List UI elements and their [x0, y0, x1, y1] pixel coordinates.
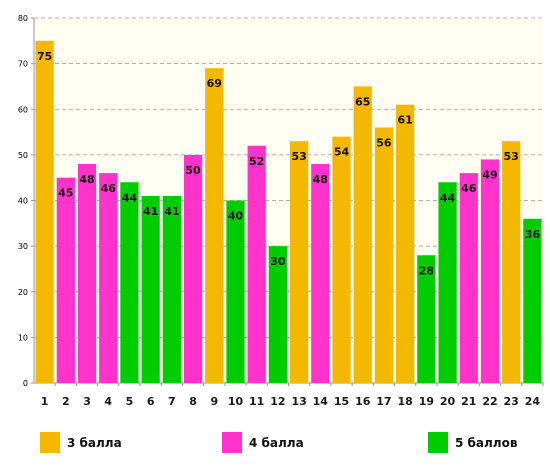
data-label: 40 — [228, 210, 244, 223]
y-tick-label: 0 — [23, 379, 28, 388]
bar — [247, 145, 266, 383]
data-label: 36 — [525, 228, 541, 241]
data-label: 46 — [461, 182, 477, 195]
bar — [353, 86, 372, 383]
x-tick-label: 24 — [525, 395, 541, 408]
x-tick-label: 3 — [83, 395, 91, 408]
x-tick-label: 10 — [228, 395, 244, 408]
bars — [35, 40, 542, 383]
x-tick-label: 1 — [41, 395, 49, 408]
x-tick-label: 11 — [249, 395, 264, 408]
x-tick-label: 4 — [104, 395, 112, 408]
data-label: 49 — [482, 168, 497, 181]
y-tick-label: 70 — [18, 60, 28, 69]
bar — [56, 177, 75, 383]
legend-swatch — [222, 432, 242, 453]
data-labels: 75 45 48 46 44 41 41 50 69 40 52 30 53 48 54 65 56 61 28 44… — [37, 50, 540, 277]
y-tick-label: 30 — [18, 242, 28, 251]
bar — [417, 255, 436, 383]
bar — [289, 141, 309, 383]
bar — [35, 40, 54, 383]
bar — [311, 164, 330, 383]
x-tick-label: 23 — [504, 395, 519, 408]
bar — [183, 154, 203, 383]
x-tick-label: 14 — [313, 395, 329, 408]
x-tick-label: 20 — [440, 395, 456, 408]
data-label: 52 — [249, 155, 264, 168]
y-tick-labels: 0 10 20 30 40 50 60 70 80 — [18, 14, 34, 388]
bar — [77, 164, 97, 383]
data-label: 53 — [291, 150, 306, 163]
legend-label: 5 баллов — [455, 436, 518, 450]
legend-label: 3 балла — [67, 436, 122, 450]
x-tick-label: 2 — [62, 395, 70, 408]
x-tick-label: 5 — [126, 395, 134, 408]
x-tick-label: 15 — [334, 395, 349, 408]
x-tick-label: 6 — [147, 395, 155, 408]
x-tick-label: 21 — [461, 395, 476, 408]
x-tick-label: 19 — [419, 395, 434, 408]
bar — [438, 182, 457, 383]
data-label: 53 — [504, 150, 519, 163]
legend-swatch — [40, 432, 60, 453]
bar — [162, 195, 181, 383]
bar — [523, 218, 542, 383]
bar — [205, 68, 224, 383]
y-tick-label: 10 — [18, 333, 28, 342]
data-label: 44 — [440, 191, 456, 204]
legend-swatch — [428, 432, 448, 453]
data-label: 50 — [185, 164, 201, 177]
x-tick-label: 9 — [210, 395, 218, 408]
data-label: 30 — [270, 255, 286, 268]
x-tick-label: 8 — [189, 395, 197, 408]
bar — [396, 104, 415, 383]
legend-label: 4 балла — [249, 436, 304, 450]
gridlines — [34, 17, 543, 338]
data-label: 48 — [79, 173, 94, 186]
x-tick-label: 16 — [355, 395, 371, 408]
legend: 3 балла 4 балла 5 баллов — [40, 432, 518, 453]
data-label: 65 — [355, 95, 370, 108]
data-label: 28 — [419, 264, 434, 277]
bar — [268, 246, 288, 383]
data-label: 41 — [143, 205, 158, 218]
bar — [332, 136, 351, 383]
x-tick-label: 17 — [376, 395, 391, 408]
y-tick-label: 60 — [18, 105, 28, 114]
bar — [480, 159, 500, 383]
x-tick-label: 7 — [168, 395, 176, 408]
y-tick-label: 80 — [18, 14, 28, 23]
data-label: 75 — [37, 50, 52, 63]
data-label: 46 — [101, 182, 117, 195]
data-label: 69 — [207, 77, 222, 90]
bar — [459, 173, 478, 383]
data-label: 48 — [313, 173, 328, 186]
data-label: 61 — [397, 114, 412, 127]
x-tick-label: 18 — [397, 395, 412, 408]
data-label: 41 — [164, 205, 179, 218]
x-tick-labels: 1 2 3 4 5 6 7 8 9 10 11 12 13 14 15 16 17 18 19 20 21 22 23 24 — [41, 383, 544, 408]
data-label: 54 — [334, 146, 350, 159]
x-tick-label: 22 — [482, 395, 497, 408]
x-tick-label: 12 — [270, 395, 285, 408]
data-label: 44 — [122, 191, 138, 204]
bar — [120, 182, 139, 383]
y-tick-label: 50 — [18, 151, 28, 160]
bar — [374, 127, 394, 383]
data-label: 56 — [376, 137, 392, 150]
bar — [99, 173, 118, 383]
bar — [226, 200, 245, 383]
bar — [141, 195, 160, 383]
bar — [502, 141, 521, 383]
x-tick-label: 13 — [291, 395, 306, 408]
y-tick-label: 40 — [18, 197, 28, 206]
y-tick-label: 20 — [18, 288, 28, 297]
data-label: 45 — [58, 187, 73, 200]
